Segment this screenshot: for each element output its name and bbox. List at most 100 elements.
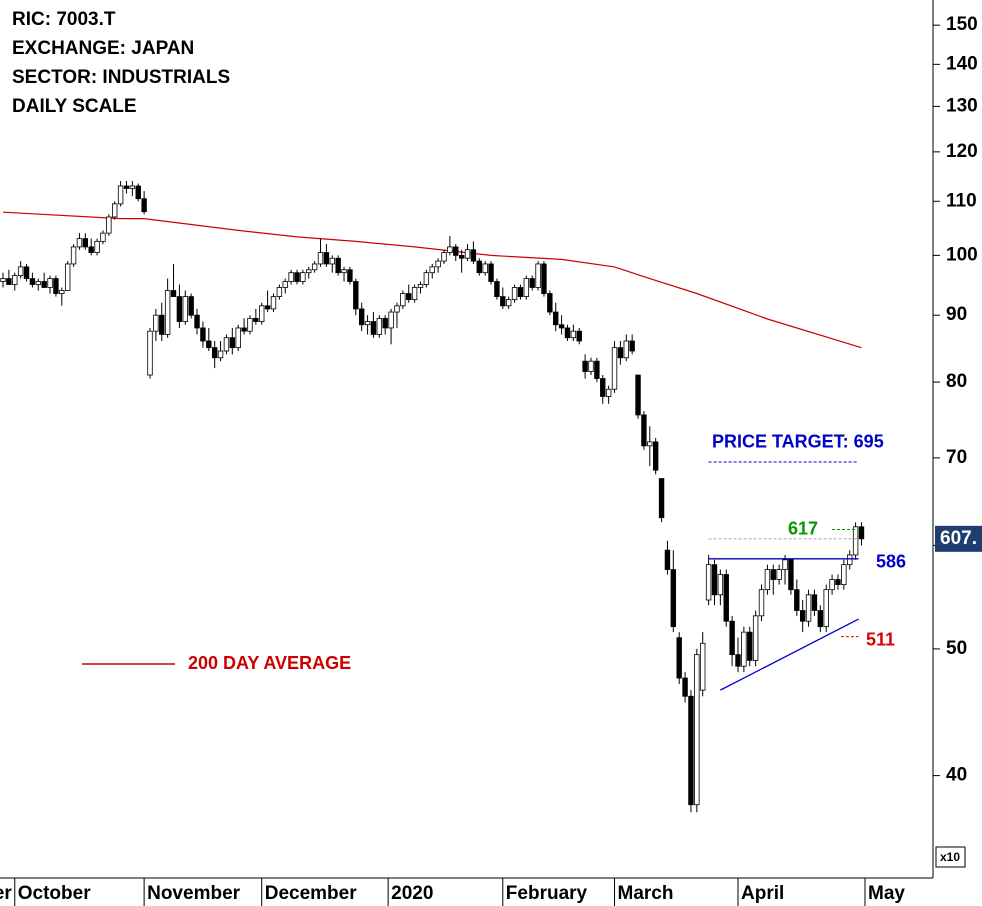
candle-body (835, 579, 841, 585)
x-tick-label: September (0, 883, 12, 904)
candle-body (129, 185, 136, 189)
last-price-label: 607. (940, 528, 977, 549)
candle-body (311, 263, 318, 271)
candle-body (670, 569, 677, 628)
candle-body (100, 232, 106, 242)
candle-body (388, 311, 394, 329)
candle-body (858, 526, 865, 540)
candle-body (282, 281, 288, 288)
candle-body (447, 246, 453, 253)
candle-body (717, 574, 724, 596)
candle-body (582, 360, 588, 372)
candle-body (505, 299, 512, 307)
candle-body (306, 269, 312, 274)
candle-body (629, 340, 635, 352)
candle-body (829, 579, 835, 591)
y-tick-label: 120 (946, 141, 978, 162)
candle-body (329, 257, 335, 265)
candle-body (276, 287, 283, 297)
candle-body (370, 321, 377, 335)
candle-body (229, 337, 236, 349)
candle-body (711, 564, 718, 596)
x-tick-label: March (618, 883, 674, 904)
candle-body (206, 340, 212, 349)
candle-body (300, 272, 306, 282)
candle-body (135, 185, 141, 200)
candle-body (76, 238, 83, 248)
x-tick-label: May (868, 883, 905, 904)
info-line: DAILY SCALE (12, 96, 137, 117)
candle-body (588, 360, 594, 372)
candle-body (788, 559, 794, 591)
candle-body (541, 263, 547, 294)
candle-body (741, 631, 747, 667)
candle-body (0, 278, 6, 282)
candle-body (264, 305, 271, 310)
level-label: 617 (788, 518, 818, 538)
candle-body (382, 317, 388, 329)
info-line: EXCHANGE: JAPAN (12, 38, 194, 59)
candle-body (41, 281, 47, 288)
candle-body (194, 314, 200, 329)
candle-body (211, 347, 218, 359)
level-label: 511 (866, 629, 895, 649)
candle-body (159, 314, 165, 335)
candle-body (170, 290, 177, 297)
candle-body (241, 327, 247, 332)
y-tick-label: 40 (946, 765, 967, 786)
y-tick-label: 140 (946, 53, 978, 74)
x-tick-label: November (147, 883, 241, 904)
y-tick-label: 90 (946, 304, 967, 325)
candle-body (335, 257, 341, 274)
candle-body (611, 347, 618, 390)
candle-body (400, 293, 406, 307)
multiplier: x10 (940, 850, 960, 864)
candle-body (564, 327, 571, 339)
candle-body (176, 296, 183, 322)
candle-body (147, 330, 153, 376)
candle-body (535, 263, 541, 288)
candle-body (123, 185, 130, 189)
candle-body (852, 526, 859, 556)
candle-body (29, 278, 36, 285)
candle-body (253, 317, 259, 322)
candle-body (476, 260, 482, 274)
x-tick-label: February (506, 883, 588, 904)
candle-body (776, 569, 782, 580)
candle-body (688, 695, 694, 806)
candle-body (647, 441, 653, 447)
candle-body (223, 337, 230, 352)
candle-body (59, 290, 65, 294)
candle-body (523, 278, 530, 297)
candle-body (35, 281, 41, 285)
candle-body (259, 305, 265, 322)
legend-label: 200 DAY AVERAGE (188, 653, 351, 673)
candle-body (270, 296, 277, 310)
candle-body (623, 340, 629, 359)
candle-body (376, 317, 383, 335)
trendline (720, 618, 859, 691)
x-tick-label: April (741, 883, 784, 904)
candle-body (358, 308, 365, 326)
candle-body (247, 317, 253, 332)
candle-body (847, 554, 853, 566)
candle-body (188, 296, 194, 316)
x-tick-label: December (265, 883, 357, 904)
candle-body (517, 287, 524, 297)
candle-body (799, 610, 806, 622)
candle-body (605, 388, 612, 397)
last-price-box (935, 525, 982, 552)
candle-body (323, 252, 330, 265)
candle-body (488, 263, 494, 282)
candle-body (764, 569, 771, 591)
candle-body (694, 654, 700, 806)
candle-body (676, 637, 682, 679)
candle-body (317, 252, 324, 265)
candle-body (747, 631, 753, 661)
candle-body (723, 574, 729, 622)
candle-body (53, 278, 59, 294)
x-tick-label: October (18, 883, 91, 904)
candle-body (417, 284, 424, 288)
candle-body (823, 589, 829, 628)
candle-body (547, 293, 553, 313)
